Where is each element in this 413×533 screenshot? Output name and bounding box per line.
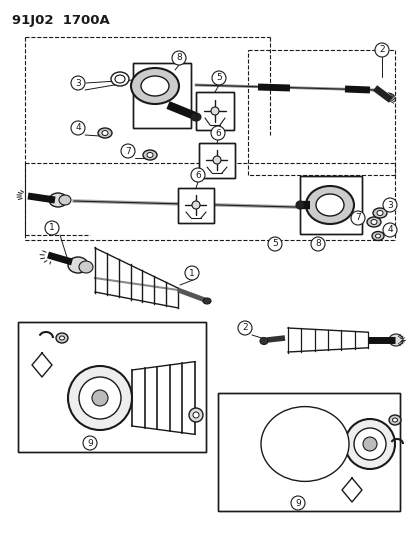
Text: 9: 9: [87, 439, 93, 448]
Ellipse shape: [142, 150, 157, 160]
Circle shape: [71, 76, 85, 90]
Text: 1: 1: [49, 223, 55, 232]
Text: 3: 3: [75, 78, 81, 87]
Ellipse shape: [375, 234, 380, 238]
Circle shape: [83, 436, 97, 450]
Bar: [199, 143, 235, 178]
Ellipse shape: [59, 336, 64, 340]
Text: 5: 5: [216, 74, 221, 83]
Text: 4: 4: [386, 225, 392, 235]
Circle shape: [237, 321, 252, 335]
Ellipse shape: [68, 257, 88, 273]
Ellipse shape: [192, 412, 199, 418]
Circle shape: [267, 237, 281, 251]
Bar: [133, 63, 190, 128]
Ellipse shape: [366, 217, 380, 227]
Circle shape: [374, 43, 388, 57]
Circle shape: [350, 211, 364, 225]
Text: 1: 1: [189, 269, 195, 278]
Bar: [218, 393, 399, 511]
Circle shape: [71, 121, 85, 135]
Text: 9: 9: [294, 498, 300, 507]
Ellipse shape: [259, 337, 267, 344]
Bar: [133, 63, 190, 128]
Ellipse shape: [284, 427, 324, 461]
Circle shape: [290, 496, 304, 510]
Ellipse shape: [92, 390, 108, 406]
Text: 4: 4: [75, 124, 81, 133]
Ellipse shape: [131, 68, 178, 104]
Text: 2: 2: [378, 45, 384, 54]
Ellipse shape: [372, 208, 386, 218]
Ellipse shape: [370, 220, 376, 224]
Bar: [199, 143, 235, 178]
Circle shape: [45, 221, 59, 235]
Ellipse shape: [115, 75, 125, 83]
Bar: [218, 393, 399, 511]
Bar: [299, 176, 361, 234]
Circle shape: [211, 126, 224, 140]
Ellipse shape: [376, 211, 382, 215]
Text: 5: 5: [271, 239, 277, 248]
Ellipse shape: [388, 415, 400, 425]
Text: 2: 2: [242, 324, 247, 333]
Ellipse shape: [344, 419, 394, 469]
Ellipse shape: [268, 414, 340, 474]
Ellipse shape: [353, 428, 385, 460]
Ellipse shape: [79, 377, 121, 419]
Ellipse shape: [141, 76, 169, 96]
Circle shape: [382, 223, 396, 237]
Ellipse shape: [59, 195, 71, 205]
Ellipse shape: [79, 261, 93, 273]
Ellipse shape: [305, 186, 353, 224]
Ellipse shape: [362, 437, 376, 451]
Ellipse shape: [276, 420, 332, 468]
Bar: [195, 92, 233, 130]
Text: 3: 3: [386, 200, 392, 209]
Ellipse shape: [260, 407, 348, 481]
Ellipse shape: [49, 193, 67, 207]
Bar: [178, 188, 214, 223]
Text: 6: 6: [195, 171, 200, 180]
Bar: [18, 322, 206, 452]
Text: 8: 8: [314, 239, 320, 248]
Ellipse shape: [392, 418, 396, 422]
Ellipse shape: [202, 298, 211, 304]
Ellipse shape: [388, 334, 402, 346]
Ellipse shape: [190, 113, 201, 121]
Circle shape: [310, 237, 324, 251]
Ellipse shape: [111, 72, 129, 86]
Ellipse shape: [212, 156, 221, 164]
Ellipse shape: [56, 333, 68, 343]
Bar: [18, 322, 206, 452]
Bar: [195, 92, 233, 130]
Text: 7: 7: [125, 147, 131, 156]
Ellipse shape: [68, 366, 132, 430]
Bar: [299, 176, 361, 234]
Circle shape: [185, 266, 199, 280]
Ellipse shape: [211, 107, 218, 115]
Bar: [178, 188, 214, 223]
Ellipse shape: [192, 201, 199, 209]
Circle shape: [382, 198, 396, 212]
Ellipse shape: [189, 408, 202, 422]
Ellipse shape: [98, 128, 112, 138]
Circle shape: [121, 144, 135, 158]
Text: 6: 6: [215, 128, 221, 138]
Text: 8: 8: [176, 53, 181, 62]
Circle shape: [190, 168, 204, 182]
Ellipse shape: [102, 131, 108, 135]
Ellipse shape: [295, 201, 303, 209]
Ellipse shape: [147, 152, 153, 157]
Ellipse shape: [315, 194, 343, 216]
Text: 7: 7: [354, 214, 360, 222]
Ellipse shape: [292, 434, 316, 454]
Circle shape: [211, 71, 225, 85]
Ellipse shape: [371, 231, 383, 240]
Text: 91J02  1700A: 91J02 1700A: [12, 14, 109, 27]
Circle shape: [171, 51, 185, 65]
